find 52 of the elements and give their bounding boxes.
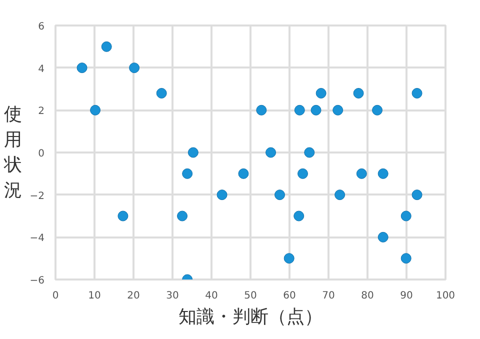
x-axis-title: 知識・判断（点） [178, 306, 322, 328]
x-tick-label: 90 [400, 290, 413, 302]
point [274, 190, 285, 200]
point [188, 147, 198, 158]
point [332, 104, 344, 116]
point [129, 62, 140, 74]
x-tick-label: 80 [361, 290, 374, 302]
y-tick-label: −4 [30, 233, 45, 244]
point [182, 168, 193, 179]
x-tick-label: 10 [88, 290, 101, 302]
point [353, 88, 364, 98]
point [118, 210, 128, 222]
x-tick-label: 30 [166, 290, 179, 302]
x-tick-label: 0 [52, 290, 59, 302]
point [177, 210, 188, 222]
point [90, 104, 101, 116]
x-tick-label: 70 [322, 290, 335, 302]
y-axis-title: 使用状況 [2, 104, 22, 201]
point [101, 41, 112, 52]
point [298, 168, 308, 179]
y-tick-label: −2 [30, 190, 45, 202]
point [76, 62, 88, 74]
point [378, 168, 388, 179]
point [316, 88, 326, 98]
point [400, 210, 412, 222]
x-tick-label: 40 [205, 290, 218, 302]
y-tick-label: −6 [30, 276, 45, 286]
y-tick-label: 0 [38, 148, 45, 160]
x-tick-label: 20 [127, 290, 140, 302]
point [156, 88, 167, 98]
point [356, 168, 367, 179]
point [378, 232, 388, 242]
point [310, 104, 322, 116]
point [334, 190, 346, 200]
point [372, 104, 382, 116]
point [412, 88, 422, 98]
point [294, 210, 304, 222]
point [304, 147, 315, 158]
point [238, 168, 249, 179]
point [412, 190, 422, 200]
point [256, 104, 267, 116]
y-tick-label: 4 [38, 64, 45, 75]
point [294, 104, 305, 116]
y-tick-label: 6 [38, 22, 45, 32]
point [400, 253, 412, 264]
y-tick-label: 2 [38, 106, 45, 118]
x-tick-label: 50 [244, 290, 257, 302]
point [216, 190, 228, 200]
point [284, 253, 294, 264]
point [266, 147, 276, 158]
x-tick-label: 100 [436, 290, 456, 302]
x-tick-label: 60 [283, 290, 296, 302]
